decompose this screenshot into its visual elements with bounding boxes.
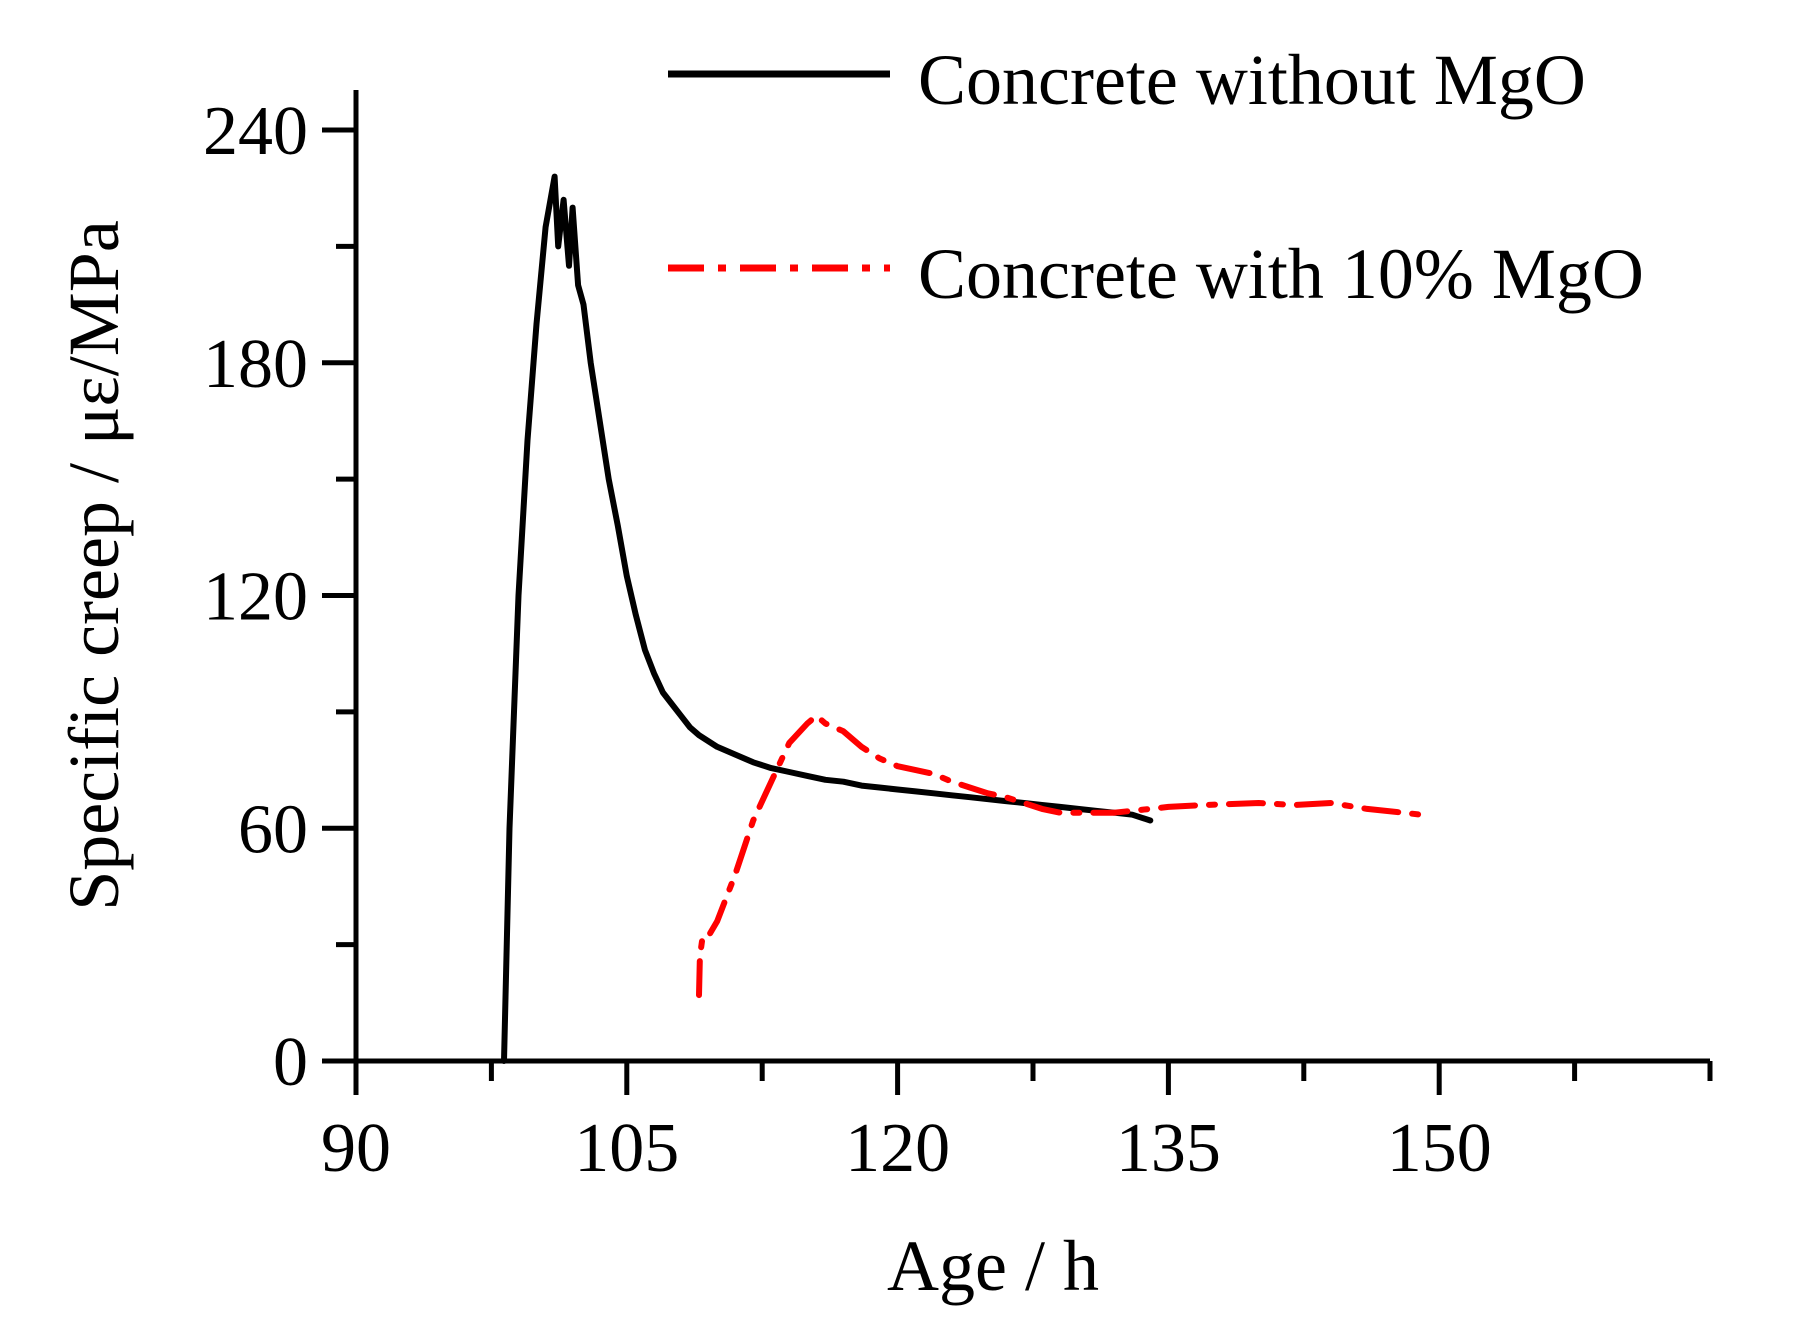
series-line-concrete-with-mgo bbox=[696, 712, 1425, 999]
y-tick-label: 240 bbox=[203, 93, 308, 170]
legend-label-concrete-with-mgo: Concrete with 10% MgO bbox=[918, 234, 1644, 314]
x-tick-label: 150 bbox=[1387, 1110, 1492, 1187]
y-axis-title: Specific creep / με/MPa bbox=[54, 220, 134, 911]
legend: Concrete without MgO Concrete with 10% M… bbox=[668, 40, 1644, 314]
x-tick-label: 105 bbox=[574, 1110, 679, 1187]
series-line-concrete-without-mgo bbox=[501, 173, 1154, 1064]
y-tick-label: 60 bbox=[238, 791, 308, 868]
y-tick-label: 0 bbox=[273, 1024, 308, 1101]
y-tick-label: 120 bbox=[203, 559, 308, 636]
x-tick-label: 90 bbox=[321, 1110, 391, 1187]
x-tick-label: 120 bbox=[845, 1110, 950, 1187]
y-tick-label: 180 bbox=[203, 326, 308, 403]
x-axis-title: Age / h bbox=[887, 1226, 1099, 1306]
series-layer bbox=[501, 173, 1425, 1064]
legend-label-concrete-without-mgo: Concrete without MgO bbox=[918, 40, 1586, 120]
x-tick-label: 135 bbox=[1116, 1110, 1221, 1187]
axes-layer: 90 105 120 135 150 0 60 120 180 240 bbox=[203, 90, 1713, 1187]
